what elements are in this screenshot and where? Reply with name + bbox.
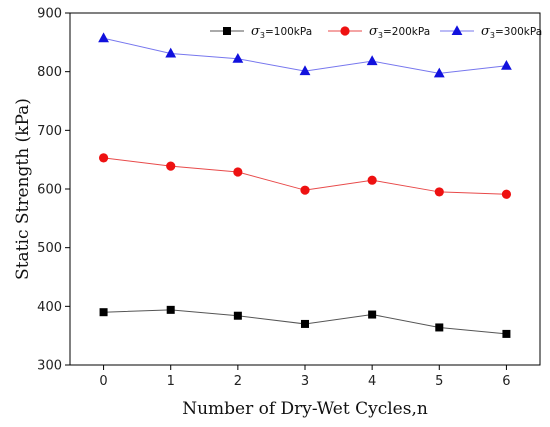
data-point bbox=[434, 187, 444, 197]
x-tick-label: 2 bbox=[234, 374, 242, 389]
y-tick-label: 900 bbox=[37, 7, 62, 22]
y-tick-label: 400 bbox=[37, 300, 62, 315]
x-tick-label: 6 bbox=[502, 374, 510, 389]
series-triangle bbox=[98, 32, 512, 78]
data-point bbox=[301, 319, 309, 328]
legend-entry: σ3=100kPa bbox=[210, 24, 312, 40]
y-tick-label: 600 bbox=[37, 183, 62, 198]
data-point bbox=[367, 175, 377, 185]
legend-label: σ3=300kPa bbox=[481, 24, 542, 40]
data-point bbox=[433, 67, 445, 78]
x-tick-label: 1 bbox=[167, 374, 175, 389]
series-square bbox=[99, 305, 511, 338]
x-tick-label: 0 bbox=[99, 374, 107, 389]
data-point bbox=[165, 47, 177, 58]
x-tick-label: 4 bbox=[368, 374, 376, 389]
data-point bbox=[368, 310, 377, 319]
data-point bbox=[233, 167, 243, 177]
legend-label: σ3=100kPa bbox=[251, 24, 312, 40]
data-point bbox=[166, 305, 175, 314]
legend-entry: σ3=300kPa bbox=[440, 24, 542, 40]
data-point bbox=[233, 311, 242, 320]
y-tick-label: 300 bbox=[37, 359, 62, 374]
data-point bbox=[502, 329, 511, 338]
y-axis: 300 400 500 600 700 800 900 bbox=[37, 7, 70, 374]
data-point bbox=[99, 308, 108, 317]
data-point bbox=[98, 153, 109, 163]
x-tick-label: 3 bbox=[301, 374, 309, 389]
y-tick-label: 700 bbox=[37, 124, 62, 139]
legend-marker bbox=[451, 25, 463, 35]
data-point bbox=[435, 323, 444, 332]
legend-label: σ3=200kPa bbox=[369, 24, 430, 40]
data-point bbox=[366, 55, 378, 66]
x-axis-title: Number of Dry-Wet Cycles,n bbox=[182, 399, 428, 419]
x-axis: 0 1 2 3 4 5 6 bbox=[99, 365, 511, 389]
data-point bbox=[166, 161, 176, 171]
x-tick-label: 5 bbox=[435, 374, 443, 389]
data-point bbox=[232, 52, 244, 63]
data-point bbox=[501, 189, 512, 199]
legend-entry: σ3=200kPa bbox=[328, 24, 430, 40]
legend-marker bbox=[223, 27, 231, 35]
data-point bbox=[299, 65, 311, 76]
data-point bbox=[300, 185, 310, 195]
series-layer bbox=[98, 32, 512, 338]
y-tick-label: 500 bbox=[37, 241, 62, 256]
data-point bbox=[501, 60, 512, 70]
y-axis-title: Static Strength (kPa) bbox=[13, 98, 33, 280]
y-tick-label: 800 bbox=[37, 65, 62, 80]
legend: σ3=100kPa σ3=200kPa σ3=300kPa bbox=[210, 24, 542, 40]
series-circle bbox=[98, 153, 512, 199]
data-point bbox=[98, 32, 109, 43]
legend-marker bbox=[340, 26, 350, 36]
